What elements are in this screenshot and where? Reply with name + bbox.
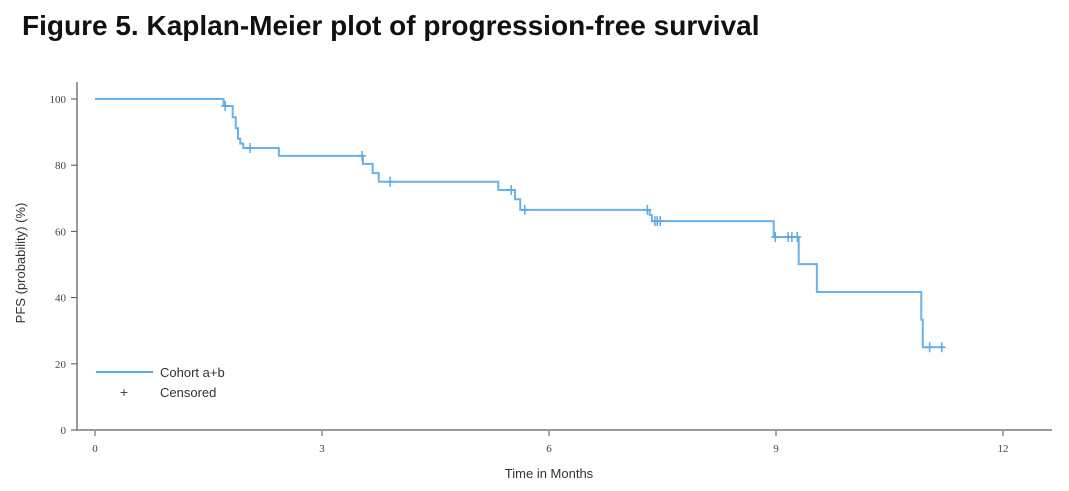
legend-censor-label: Censored — [160, 385, 216, 400]
censor-mark — [386, 176, 395, 187]
censor-mark — [771, 232, 780, 243]
x-tick-label: 0 — [92, 443, 98, 455]
y-tick-label: 20 — [55, 359, 67, 371]
censor-mark — [246, 142, 255, 153]
legend-censor-swatch: + — [119, 386, 128, 399]
censor-mark — [643, 204, 652, 215]
legend: Cohort a+b + Censored — [96, 365, 225, 400]
y-axis-label: PFS (probability) (%) — [13, 203, 28, 324]
y-tick-label: 100 — [50, 94, 67, 106]
x-tick-label: 12 — [998, 443, 1009, 455]
chart-title: Figure 5. Kaplan-Meier plot of progressi… — [22, 10, 760, 41]
censor-marks — [221, 100, 946, 353]
censor-mark — [937, 342, 946, 353]
censor-mark — [656, 216, 665, 227]
y-tick-label: 0 — [61, 425, 67, 437]
legend-series-label: Cohort a+b — [160, 365, 225, 380]
series-line-cohort-a-b — [95, 98, 944, 349]
x-tick-label: 6 — [546, 443, 552, 455]
censor-mark — [221, 100, 230, 111]
censor-mark — [520, 204, 529, 215]
censor-mark — [358, 150, 367, 161]
axes: 0 3 6 9 12 0 20 40 60 80 100 — [50, 82, 1052, 455]
censor-mark — [925, 342, 934, 353]
y-tick-label: 60 — [55, 226, 67, 238]
x-tick-label: 3 — [319, 443, 325, 455]
y-tick-label: 40 — [55, 293, 67, 305]
y-tick-label: 80 — [55, 160, 67, 172]
x-axis-label: Time in Months — [505, 466, 594, 481]
survival-curve — [95, 98, 944, 349]
x-tick-label: 9 — [773, 443, 779, 455]
censor-mark — [793, 232, 802, 243]
censor-mark — [507, 185, 516, 196]
